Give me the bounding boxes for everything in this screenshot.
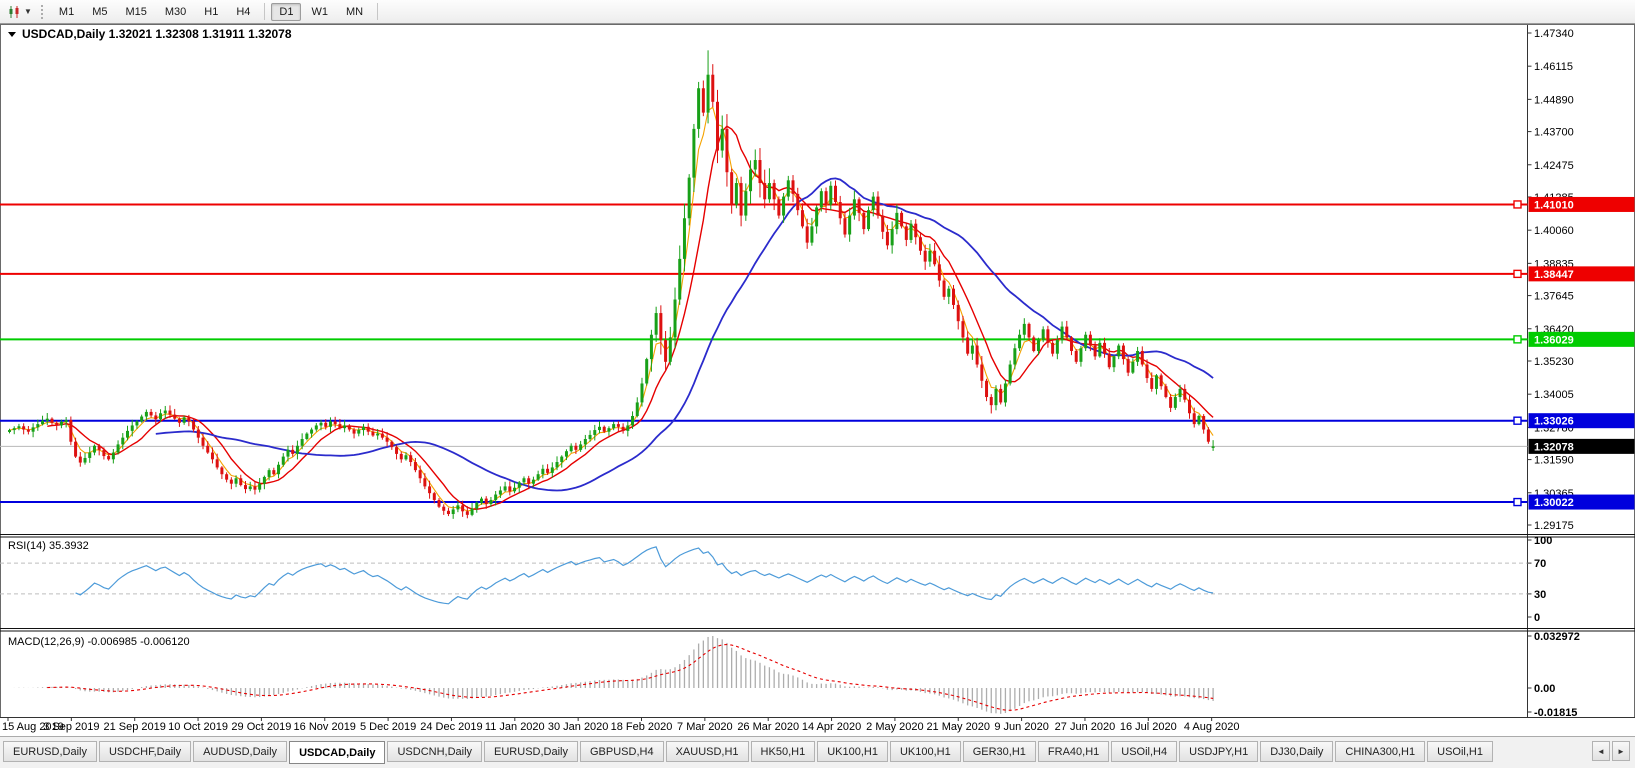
svg-text:1.30022: 1.30022 [1534, 497, 1574, 509]
svg-text:1.38447: 1.38447 [1534, 269, 1574, 281]
svg-text:70: 70 [1534, 558, 1546, 570]
chart-tab-eurusd-daily[interactable]: EURUSD,Daily [484, 741, 578, 762]
svg-text:0.032972: 0.032972 [1534, 631, 1580, 643]
price-panel: USDCAD,Daily 1.32021 1.32308 1.31911 1.3… [0, 27, 1528, 512]
x-axis-date: 21 May 2020 [926, 721, 990, 733]
chart-tab-usoil-h4[interactable]: USOil,H4 [1111, 741, 1178, 762]
panel-frames [0, 24, 1635, 718]
chart-tab-fra40-h1[interactable]: FRA40,H1 [1037, 741, 1110, 762]
svg-text:1.35230: 1.35230 [1534, 356, 1574, 368]
timeframe-button-m30[interactable]: M30 [157, 3, 194, 21]
x-axis-date: 26 Mar 2020 [737, 721, 799, 733]
chart-tab-china300-h1[interactable]: CHINA300,H1 [1335, 741, 1426, 762]
chart-tabs: EURUSD,Daily USDCHF,Daily AUDUSD,Daily USDC… [3, 741, 1493, 764]
timeframe-buttons: M1 M5 M15 M30 H1 H4 D1 W1 MN [50, 2, 383, 21]
x-axis-date: 11 Jan 2020 [485, 721, 545, 733]
chart-canvas[interactable]: USDCAD,Daily 1.32021 1.32308 1.31911 1.3… [0, 24, 1635, 736]
price-axis: 1.473401.461151.448901.437001.424751.412… [1527, 28, 1635, 532]
timeframe-button-h4[interactable]: H4 [228, 3, 258, 21]
rsi-label: RSI(14) 35.3932 [8, 540, 89, 552]
toolbar-separator [377, 3, 379, 20]
svg-text:1.42475: 1.42475 [1534, 160, 1574, 172]
svg-text:1.41010: 1.41010 [1534, 199, 1574, 211]
timeframe-button-mn[interactable]: MN [338, 3, 371, 21]
x-axis-date: 9 Jun 2020 [994, 721, 1048, 733]
chart-tab-ger30-h1[interactable]: GER30,H1 [962, 741, 1036, 762]
x-axis-date: 14 Apr 2020 [802, 721, 861, 733]
candlestick-chart-icon [9, 5, 19, 18]
timeframe-button-h1[interactable]: H1 [196, 3, 226, 21]
chart-tab-eurusd-daily[interactable]: EURUSD,Daily [3, 741, 97, 762]
chart-tab-usdjpy-h1[interactable]: USDJPY,H1 [1179, 741, 1259, 762]
svg-text:1.43700: 1.43700 [1534, 127, 1574, 139]
svg-text:1.40060: 1.40060 [1534, 225, 1574, 237]
svg-text:1.37645: 1.37645 [1534, 291, 1574, 303]
timeframe-button-d1[interactable]: D1 [271, 2, 302, 21]
svg-text:1.46115: 1.46115 [1534, 61, 1573, 73]
chart-tab-usoil-h1[interactable]: USOil,H1 [1427, 741, 1493, 762]
x-axis-date: 2 May 2020 [866, 721, 923, 733]
svg-text:0.00: 0.00 [1534, 683, 1555, 695]
timeframe-toolbar: ▼ M1 M5 M15 M30 H1 H4 D1 W1 MN [0, 0, 1635, 24]
svg-text:1.34005: 1.34005 [1534, 389, 1574, 401]
chart-tab-hk50-h1[interactable]: HK50,H1 [750, 741, 816, 762]
svg-text:1.29175: 1.29175 [1534, 520, 1574, 532]
tab-scroll-left-icon[interactable]: ◄ [1592, 741, 1610, 761]
macd-panel: 0.032972 0.00 -0.01815 MACD(12,26,9) -0.006… [8, 631, 1580, 719]
x-axis-date: 4 Aug 2020 [1184, 721, 1240, 733]
chart-tab-dj30-daily[interactable]: DJ30,Daily [1260, 741, 1334, 762]
chart-tab-usdcad-daily[interactable]: USDCAD,Daily [289, 741, 386, 764]
timeframe-button-m1[interactable]: M1 [51, 3, 82, 21]
timeframe-button-m5[interactable]: M5 [84, 3, 115, 21]
x-axis-date: 27 Jun 2020 [1055, 721, 1116, 733]
x-axis-date: 24 Dec 2019 [420, 721, 482, 733]
svg-text:-0.01815: -0.01815 [1534, 707, 1577, 719]
svg-text:100: 100 [1534, 535, 1552, 547]
chart-title: USDCAD,Daily 1.32021 1.32308 1.31911 1.3… [22, 27, 292, 41]
x-axis-date: 18 Feb 2020 [611, 721, 673, 733]
svg-text:1.36029: 1.36029 [1534, 334, 1574, 346]
chart-tab-uk100-h1[interactable]: UK100,H1 [817, 741, 888, 762]
chart-tab-usdchf-daily[interactable]: USDCHF,Daily [98, 741, 192, 762]
candlesticks [8, 50, 1215, 519]
svg-text:1.32078: 1.32078 [1534, 441, 1574, 453]
x-axis-date: 15 Aug 2019 [2, 721, 64, 733]
x-axis-date: 3 Sep 2019 [43, 721, 99, 733]
tab-scroll-arrows: ◄ ► [1592, 741, 1632, 761]
x-axis-date: 16 Nov 2019 [294, 721, 356, 733]
svg-text:1.31590: 1.31590 [1534, 455, 1574, 467]
svg-text:1.44890: 1.44890 [1534, 94, 1574, 106]
x-axis-date: 7 Mar 2020 [677, 721, 733, 733]
chart-tab-gbpusd-h4[interactable]: GBPUSD,H4 [580, 741, 664, 762]
toolbar-separator [264, 3, 266, 20]
x-axis-date: 30 Jan 2020 [548, 721, 609, 733]
svg-text:0: 0 [1534, 612, 1540, 624]
chevron-down-icon: ▼ [24, 6, 32, 16]
rsi-panel: 100 70 30 0 RSI(14) 35.3932 [0, 535, 1552, 624]
chart-type-button[interactable]: ▼ [4, 3, 36, 21]
x-axis-date: 16 Jul 2020 [1120, 721, 1177, 733]
x-axis-date: 5 Dec 2019 [360, 721, 416, 733]
svg-text:1.33026: 1.33026 [1534, 416, 1574, 428]
toolbar-grip-handle[interactable] [39, 3, 44, 20]
chart-tab-xauusd-h1[interactable]: XAUUSD,H1 [665, 741, 749, 762]
x-axis-date: 21 Sep 2019 [104, 721, 166, 733]
x-axis-date: 10 Oct 2019 [168, 721, 228, 733]
svg-text:30: 30 [1534, 589, 1546, 601]
x-axis-date: 29 Oct 2019 [231, 721, 291, 733]
symbol-dropdown-icon [8, 32, 16, 37]
macd-label: MACD(12,26,9) -0.006985 -0.006120 [8, 636, 190, 648]
chart-tab-audusd-daily[interactable]: AUDUSD,Daily [193, 741, 288, 762]
chart-tab-usdcnh-daily[interactable]: USDCNH,Daily [387, 741, 483, 762]
tab-scroll-right-icon[interactable]: ► [1612, 741, 1630, 761]
chart-tab-bar: EURUSD,Daily USDCHF,Daily AUDUSD,Daily USDC… [0, 736, 1635, 768]
timeframe-button-m15[interactable]: M15 [117, 3, 154, 21]
chart-tab-uk100-h1[interactable]: UK100,H1 [889, 741, 961, 762]
timeframe-button-w1[interactable]: W1 [303, 3, 336, 21]
svg-text:1.47340: 1.47340 [1534, 28, 1574, 40]
